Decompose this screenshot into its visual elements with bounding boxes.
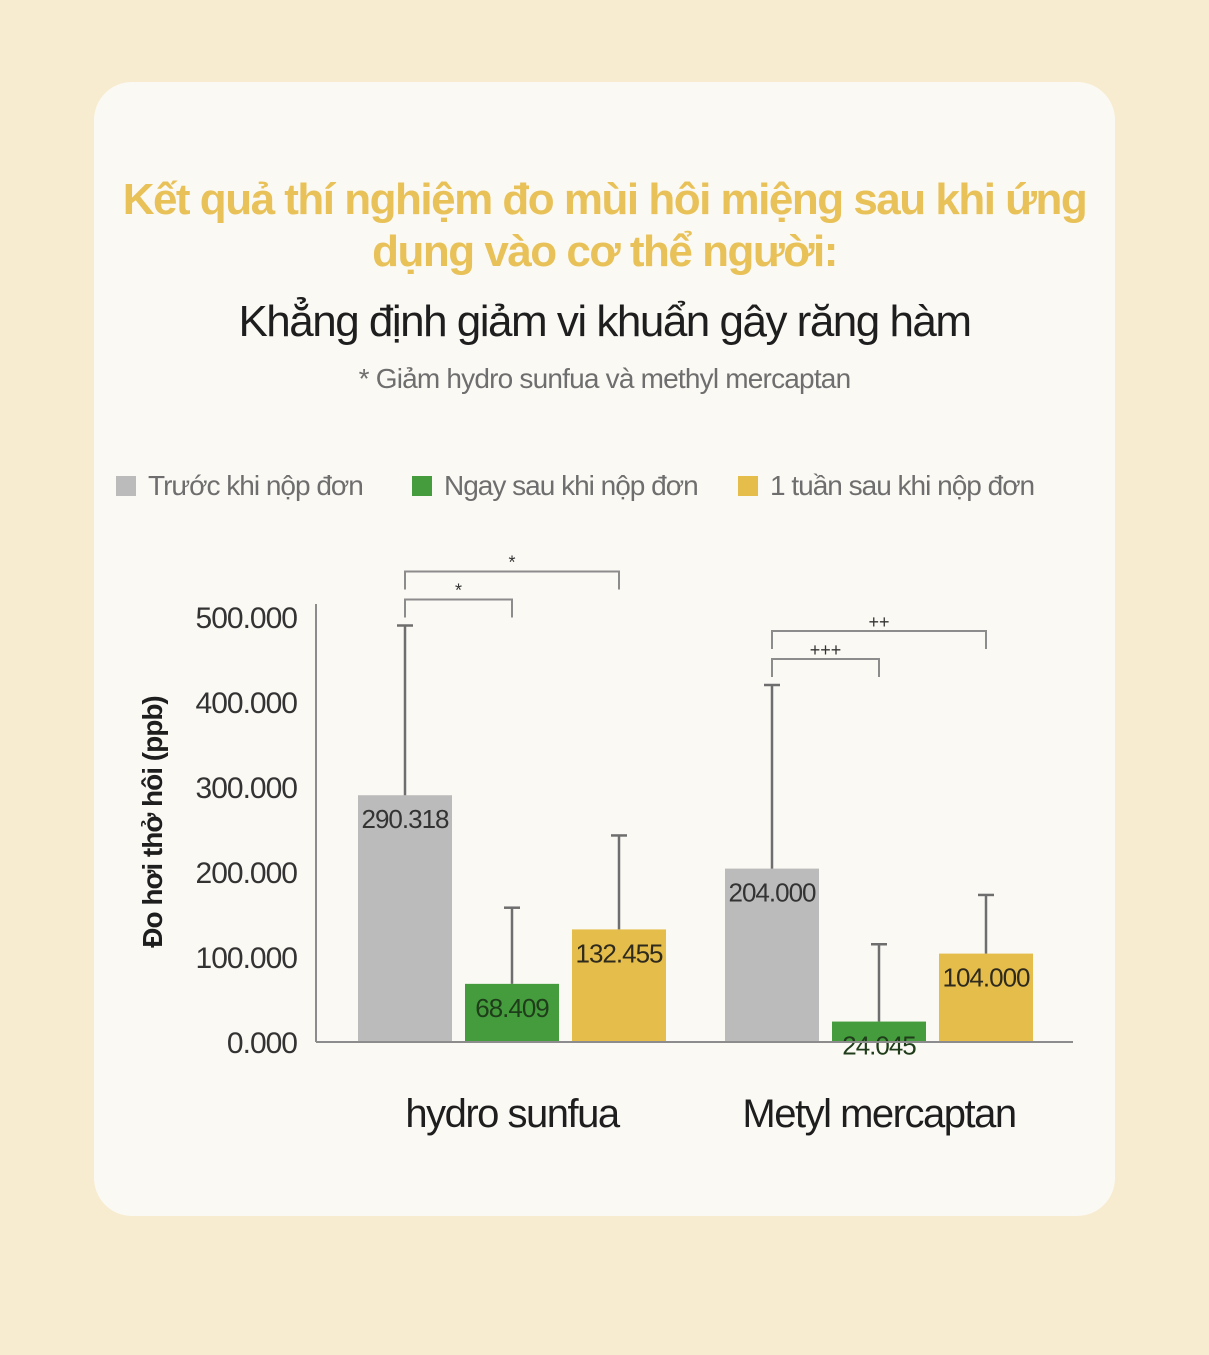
y-tick-label: 300.000	[196, 772, 298, 805]
error-bars	[397, 624, 994, 1022]
bar-value-label: 104.000	[943, 963, 1031, 993]
bar	[939, 953, 1033, 1042]
significance-bracket	[771, 658, 880, 677]
bar-value-label: 132.455	[576, 938, 664, 968]
y-tick-label: 500.000	[196, 602, 298, 635]
legend-label-before: Trước khi nộp đơn	[148, 470, 364, 501]
legend-label-immediately: Ngay sau khi nộp đơn	[444, 470, 699, 501]
legend-swatch-one-week	[738, 476, 758, 496]
y-axis: 0.000 100.000 200.000 300.000 400.000 500.000	[196, 602, 317, 1060]
significance-label: ++	[868, 612, 889, 632]
significance-label: *	[455, 581, 462, 601]
x-category-label: hydro sunfua	[405, 1092, 621, 1136]
x-category-label: Metyl mercaptan	[742, 1092, 1015, 1136]
x-axis: hydro sunfua Metyl mercaptan	[316, 1041, 1073, 1136]
bar	[832, 1021, 926, 1042]
bar	[358, 795, 452, 1042]
legend-label-one-week: 1 tuần sau khi nộp đơn	[770, 470, 1035, 501]
significance-bracket	[771, 630, 987, 649]
legend-item-one-week: 1 tuần sau khi nộp đơn	[738, 466, 1035, 506]
y-axis-label: Đo hơi thở hôi (ppb)	[137, 696, 168, 948]
legend-item-before: Trước khi nộp đơn	[116, 466, 364, 506]
significance-label: +++	[810, 640, 842, 660]
legend-swatch-before	[116, 476, 136, 496]
legend-swatch-immediately	[412, 476, 432, 496]
chart-title: Kết quả thí nghiệm đo mùi hôi miệng sau …	[94, 174, 1115, 278]
chart-legend: Trước khi nộp đơn Ngay sau khi nộp đơn 1…	[116, 466, 1096, 506]
significance-label: *	[508, 553, 515, 573]
bar-value-label: 68.409	[475, 993, 549, 1023]
chart-note: * Giảm hydro sunfua và methyl mercaptan	[358, 363, 852, 394]
title-line-1: Kết quả thí nghiệm đo mùi hôi miệng sau …	[122, 175, 1088, 224]
significance-bracket	[404, 570, 620, 590]
significance-bracket	[404, 598, 513, 618]
significance-brackets: **+++++	[404, 553, 987, 677]
bar-value-label: 24.045	[842, 1031, 916, 1061]
bar-value-label: 290.318	[362, 804, 450, 834]
y-tick-label: 100.000	[196, 942, 298, 975]
bar	[572, 929, 666, 1042]
title-line-2: dụng vào cơ thể người:	[372, 227, 838, 276]
bar	[465, 983, 559, 1042]
chart-subtitle: Khẳng định giảm vi khuẩn gây răng hàm	[238, 297, 972, 346]
legend-item-immediately: Ngay sau khi nộp đơn	[412, 466, 699, 506]
y-tick-label: 200.000	[196, 857, 298, 890]
bars: 290.318 68.409 132.455 204.000 24.045 104.000	[358, 795, 1033, 1061]
y-tick-label: 0.000	[227, 1027, 297, 1060]
y-tick-label: 400.000	[196, 687, 298, 720]
bar	[725, 868, 819, 1042]
bar-value-label: 204.000	[729, 878, 817, 908]
